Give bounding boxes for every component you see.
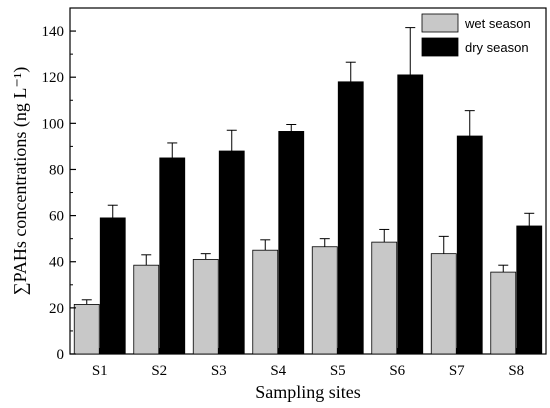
bar-dry-season	[456, 135, 483, 355]
bar-wet-season	[133, 264, 160, 355]
y-tick-label: 60	[49, 209, 64, 225]
y-tick-label: 140	[42, 24, 65, 40]
bar-dry-season	[99, 217, 126, 355]
x-tick-label: S2	[151, 363, 167, 379]
legend: wet season dry season	[421, 13, 531, 57]
bar-dry-season	[516, 225, 543, 355]
bar-dry-season	[397, 74, 424, 355]
plot-frame	[69, 7, 547, 355]
legend-label: dry season	[465, 40, 529, 55]
axes	[69, 7, 547, 355]
legend-label: wet season	[464, 16, 531, 31]
x-tick-label: S8	[508, 363, 524, 379]
bar-dry-season	[218, 150, 245, 355]
y-tick-label: 0	[57, 347, 65, 363]
bars	[73, 27, 543, 355]
bar-wet-season	[430, 253, 457, 355]
bar-dry-season	[159, 157, 186, 355]
ticks: 0 20 40 60 80 100 120 140 S1 S2 S3 S4 S5 S6 S7 S8	[42, 24, 525, 379]
y-tick-label: 100	[42, 116, 65, 132]
x-tick-label: S1	[92, 363, 108, 379]
x-tick-label: S5	[330, 363, 346, 379]
x-tick-label: S6	[389, 363, 405, 379]
y-tick-label: 120	[42, 70, 65, 86]
bar-wet-season	[192, 259, 219, 355]
x-tick-label: S4	[270, 363, 286, 379]
bar-wet-season	[371, 241, 398, 355]
bar-dry-season	[337, 81, 364, 355]
bar-wet-season	[311, 246, 338, 355]
x-tick-label: S7	[449, 363, 465, 379]
bar-wet-season	[73, 304, 100, 355]
legend-swatch	[421, 13, 459, 33]
y-axis-title: ∑PAHs concentrations (ng L⁻¹)	[10, 67, 31, 296]
legend-swatch	[421, 37, 459, 57]
x-axis-title: Sampling sites	[255, 382, 361, 402]
bar-dry-season	[278, 131, 305, 355]
y-tick-label: 80	[49, 162, 64, 178]
x-tick-label: S3	[211, 363, 227, 379]
y-tick-label: 20	[49, 301, 64, 317]
bar-wet-season	[490, 271, 517, 355]
y-tick-label: 40	[49, 255, 64, 271]
bar-wet-season	[252, 249, 279, 355]
